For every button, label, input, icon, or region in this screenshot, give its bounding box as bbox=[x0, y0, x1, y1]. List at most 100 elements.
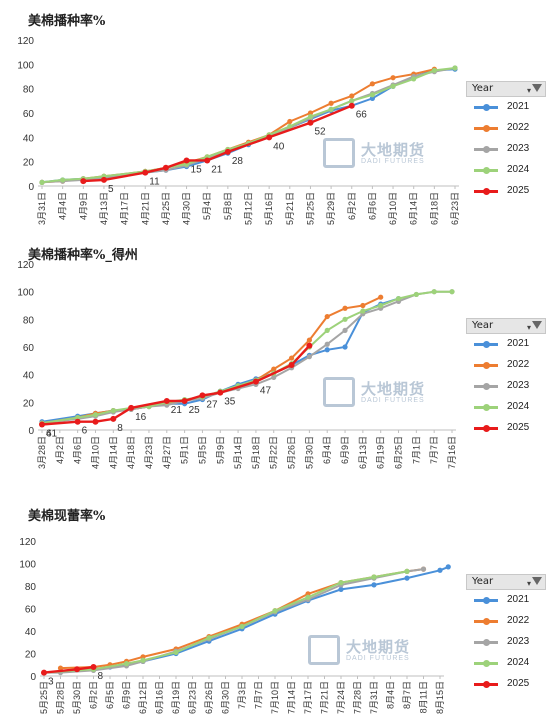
data-label: 21 bbox=[171, 405, 183, 416]
legend-item-2025[interactable]: 2025 bbox=[466, 418, 546, 439]
x-tick-label: 4月10日 bbox=[90, 436, 100, 469]
y-tick-label: 40 bbox=[23, 133, 35, 144]
data-point-2025 bbox=[74, 418, 81, 425]
legend-item-2023[interactable]: 2023 bbox=[466, 632, 546, 653]
filter-icon[interactable] bbox=[532, 577, 542, 585]
data-point-2022 bbox=[306, 337, 312, 343]
legend-item-2021[interactable]: 2021 bbox=[466, 590, 546, 611]
x-tick-label: 4月14日 bbox=[108, 436, 118, 469]
data-point-2025 bbox=[181, 397, 188, 404]
data-point-2024 bbox=[404, 568, 410, 574]
x-tick-label: 6月23日 bbox=[188, 681, 198, 714]
x-tick-label: 3月28日 bbox=[37, 436, 47, 469]
data-point-2025 bbox=[183, 157, 190, 164]
chart-panel-2: 美棉播种率%_得州 0 20 40 60 80 100 120 3月28日 4月2日 4月6日 4月… bbox=[0, 240, 550, 485]
x-tick-label: 3月31日 bbox=[37, 192, 47, 225]
x-tick-label: 5月26日 bbox=[287, 436, 297, 469]
data-label: 16 bbox=[135, 412, 147, 423]
data-label: 25 bbox=[189, 405, 201, 416]
legend-item-2023[interactable]: 2023 bbox=[466, 376, 546, 397]
watermark-en: DADI FUTURES bbox=[361, 397, 425, 404]
data-point-2025 bbox=[348, 102, 355, 109]
data-point-2024 bbox=[272, 608, 278, 614]
x-tick-label: 5月30日 bbox=[304, 436, 314, 469]
x-tick-label: 6月6日 bbox=[367, 192, 377, 220]
x-tick-label: 5月28日 bbox=[56, 681, 66, 714]
data-point-2023 bbox=[324, 341, 330, 347]
data-point-2024 bbox=[324, 327, 330, 333]
data-point-2024 bbox=[452, 65, 458, 71]
data-label: 8 bbox=[98, 671, 104, 682]
data-point-2021 bbox=[445, 564, 451, 570]
legend-marker bbox=[483, 188, 490, 195]
filter-icon[interactable] bbox=[532, 321, 542, 329]
legend-item-2024[interactable]: 2024 bbox=[466, 160, 546, 181]
y-tick-label: 60 bbox=[25, 605, 37, 616]
legend-marker bbox=[483, 341, 490, 348]
data-point-2025 bbox=[74, 666, 80, 673]
data-point-2024 bbox=[449, 289, 455, 295]
x-tick-label: 5月25日 bbox=[39, 681, 49, 714]
series-2025: 4 6 8 16 21 25 27 35 47 61 bbox=[39, 342, 313, 439]
series-line-2024 bbox=[41, 67, 456, 184]
x-tick-label: 4月13日 bbox=[99, 192, 109, 225]
legend-label: 2023 bbox=[507, 143, 530, 154]
legend-item-2021[interactable]: 2021 bbox=[466, 97, 546, 118]
y-tick-label: 0 bbox=[28, 426, 34, 437]
x-tick-label: 5月4日 bbox=[202, 192, 212, 220]
legend-item-2024[interactable]: 2024 bbox=[466, 653, 546, 674]
legend-item-2022[interactable]: 2022 bbox=[466, 355, 546, 376]
series-line-2025 bbox=[83, 104, 353, 183]
data-label: 6 bbox=[82, 426, 88, 437]
legend-item-2025[interactable]: 2025 bbox=[466, 674, 546, 695]
data-point-2025 bbox=[162, 164, 169, 171]
data-point-2024 bbox=[338, 580, 344, 586]
data-label: 27 bbox=[206, 399, 218, 410]
legend-1: Year ▾ 2021 2022 2023 2024 2025 bbox=[466, 81, 546, 202]
x-tick-label: 5月21日 bbox=[285, 192, 295, 225]
x-tick-label: 4月27日 bbox=[162, 436, 172, 469]
data-point-2023 bbox=[306, 354, 312, 360]
data-point-2022 bbox=[342, 305, 348, 311]
legend-header[interactable]: Year ▾ bbox=[466, 81, 546, 97]
data-point-2024 bbox=[206, 635, 212, 641]
x-tick-label: 4月17日 bbox=[120, 192, 130, 225]
legend-item-2021[interactable]: 2021 bbox=[466, 334, 546, 355]
data-point-2025 bbox=[288, 361, 295, 368]
data-point-2024 bbox=[173, 649, 179, 655]
data-point-2024 bbox=[371, 574, 377, 580]
data-point-2025 bbox=[41, 669, 47, 676]
legend-3: Year ▾ 2021 2022 2023 2024 2025 bbox=[466, 574, 546, 695]
x-tick-label: 5月29日 bbox=[326, 192, 336, 225]
legend-header[interactable]: Year ▾ bbox=[466, 574, 546, 590]
legend-item-2022[interactable]: 2022 bbox=[466, 611, 546, 632]
legend-item-2022[interactable]: 2022 bbox=[466, 118, 546, 139]
data-label: 5 bbox=[108, 184, 114, 195]
legend-marker bbox=[483, 639, 490, 646]
x-tick-label: 8月7日 bbox=[402, 681, 412, 709]
chart-panel-1: 美棉播种率% 0 20 40 60 80 100 120 3月31日 4月4日 4月9日 4月13日… bbox=[0, 0, 550, 240]
x-tick-label: 4月23日 bbox=[144, 436, 154, 469]
legend-item-2024[interactable]: 2024 bbox=[466, 397, 546, 418]
x-tick-label: 7月16日 bbox=[447, 436, 457, 469]
data-label: 21 bbox=[211, 164, 223, 175]
x-tick-label: 6月19日 bbox=[376, 436, 386, 469]
x-tick-label: 4月9日 bbox=[78, 192, 88, 220]
data-point-2024 bbox=[431, 289, 437, 295]
data-point-2022 bbox=[271, 366, 277, 372]
data-label: 66 bbox=[356, 110, 368, 121]
data-point-2025 bbox=[110, 415, 117, 422]
legend-item-2025[interactable]: 2025 bbox=[466, 181, 546, 202]
data-label: 47 bbox=[260, 386, 272, 397]
data-point-2025 bbox=[307, 119, 314, 126]
data-point-2024 bbox=[307, 114, 314, 120]
data-point-2024 bbox=[369, 92, 375, 98]
legend-item-2023[interactable]: 2023 bbox=[466, 139, 546, 160]
data-point-2025 bbox=[128, 404, 135, 411]
legend-label: 2022 bbox=[507, 122, 530, 133]
legend-header[interactable]: Year ▾ bbox=[466, 318, 546, 334]
data-point-2021 bbox=[371, 582, 377, 588]
y-tick-label: 60 bbox=[23, 109, 35, 120]
filter-icon[interactable] bbox=[532, 84, 542, 92]
y-tick-label: 40 bbox=[25, 627, 37, 638]
